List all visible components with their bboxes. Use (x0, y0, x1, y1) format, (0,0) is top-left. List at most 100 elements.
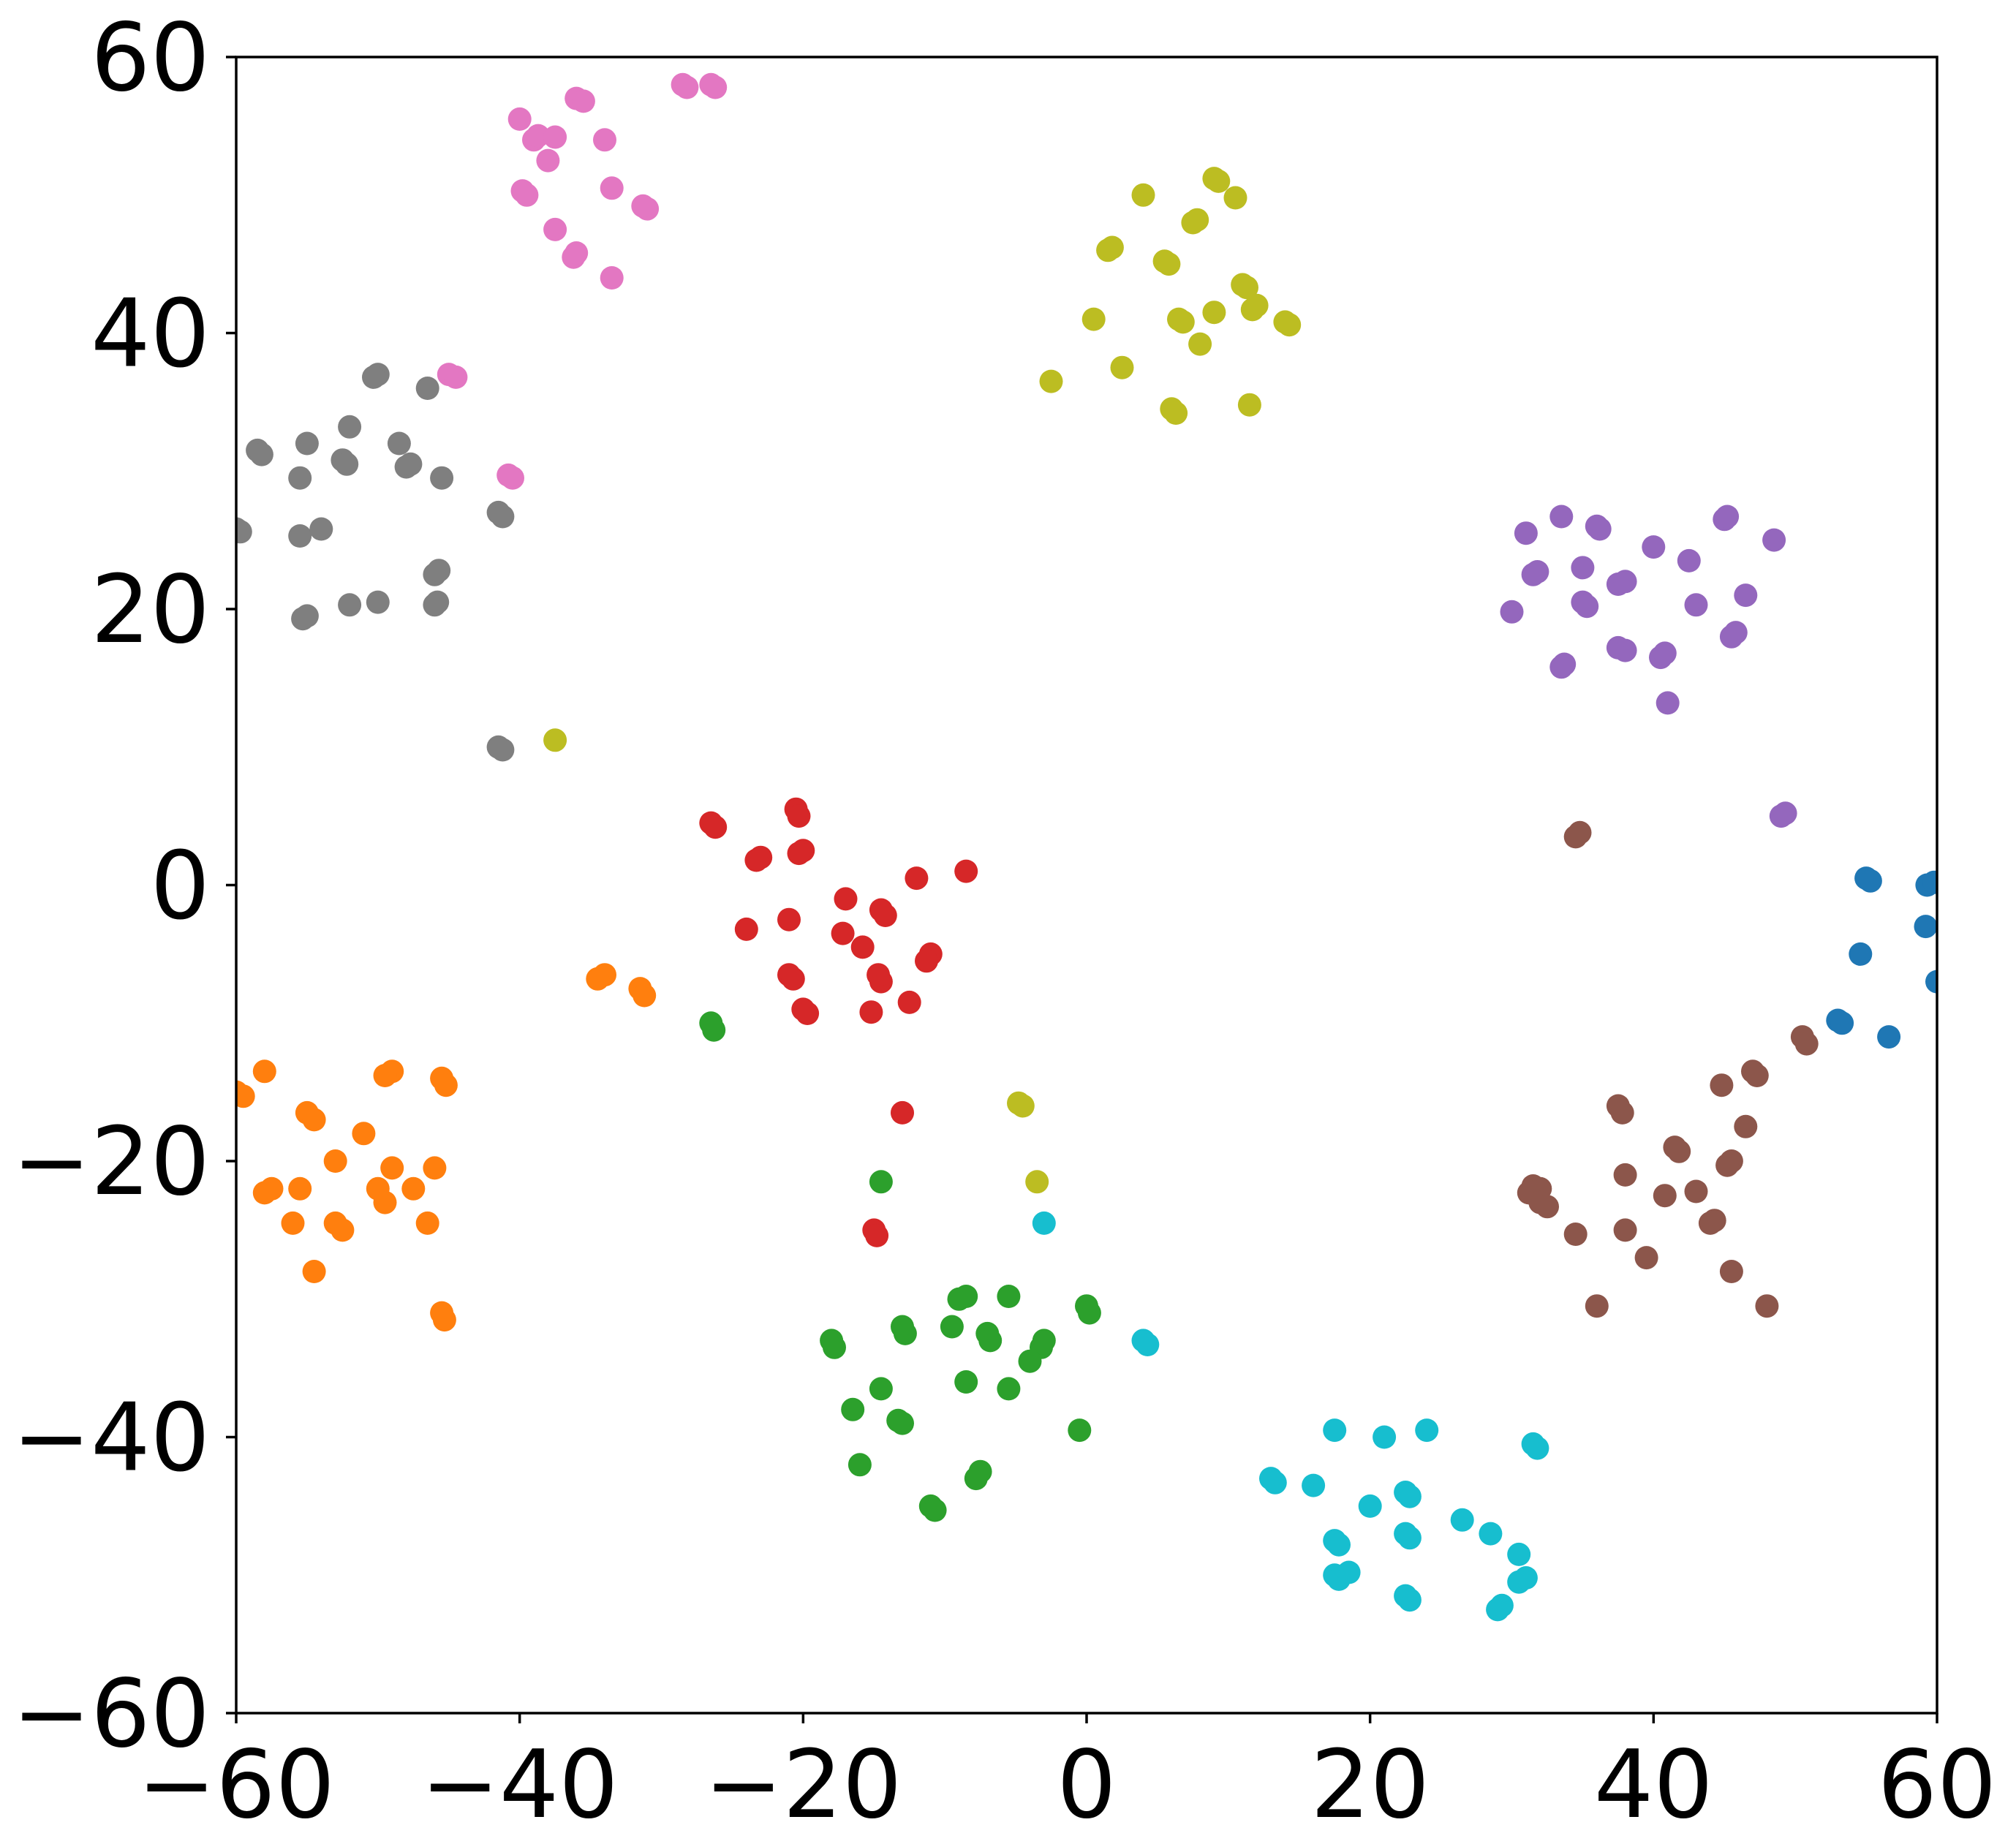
data-point-s5-p25 (1563, 1223, 1587, 1246)
data-point-s5-p5 (1745, 1064, 1769, 1087)
data-point-s3-p7 (787, 842, 811, 866)
data-point-s9-p7 (1525, 1436, 1549, 1460)
data-point-s2-p29 (923, 1498, 947, 1522)
data-point-s4-p15 (1500, 600, 1524, 624)
data-point-s7-p21 (427, 559, 451, 583)
data-point-s2-p9 (997, 1285, 1021, 1308)
data-point-s9-p12 (1397, 1484, 1422, 1508)
data-point-s1-p19 (380, 1156, 404, 1180)
data-point-s1-p14 (281, 1211, 305, 1235)
data-point-s1-p4 (302, 1108, 326, 1132)
data-point-s4-p20 (1724, 621, 1748, 645)
data-point-s5-p29 (1755, 1294, 1779, 1318)
data-point-s1-p12 (288, 1176, 312, 1201)
data-point-s8-p20 (1188, 332, 1212, 356)
data-point-s8-p22 (1110, 355, 1134, 379)
data-point-s9-p9 (1263, 1470, 1287, 1495)
data-point-s5-p24 (1613, 1218, 1637, 1242)
data-point-s5-p13 (1715, 1153, 1740, 1177)
data-point-s1-p7 (373, 1064, 397, 1087)
data-point-s1-p21 (423, 1156, 447, 1180)
y-tick-label: −60 (12, 1660, 210, 1769)
data-point-s2-p1 (702, 1018, 726, 1042)
data-point-s8-p28 (1007, 1091, 1030, 1115)
data-point-s9-p19 (1397, 1526, 1422, 1550)
data-point-s3-p22 (867, 963, 891, 987)
data-point-s4-p29 (1773, 801, 1797, 825)
data-point-s9-p4 (1373, 1425, 1397, 1449)
data-point-s1-p20 (401, 1176, 426, 1201)
data-point-s9-p15 (1479, 1522, 1503, 1546)
data-point-s2-p6 (893, 1321, 917, 1345)
data-point-s1-p22 (415, 1211, 439, 1235)
data-point-s0-p4 (1914, 915, 1937, 939)
data-point-s4-p27 (1656, 691, 1680, 715)
data-point-s7-p12 (288, 466, 312, 490)
y-tick-label: 60 (91, 4, 210, 113)
data-point-s8-p21 (1039, 369, 1063, 393)
data-point-s4-p18 (1684, 593, 1708, 617)
data-point-s2-p2 (869, 1170, 893, 1194)
x-tick-label: −60 (137, 1731, 335, 1840)
data-point-s6-p20 (565, 241, 589, 265)
data-point-s9-p20 (1507, 1542, 1531, 1566)
data-point-s6-p14 (510, 179, 535, 203)
data-point-s3-p5 (744, 848, 769, 872)
data-point-s7-p25 (426, 590, 450, 614)
data-point-s8-p1 (1207, 169, 1231, 193)
data-point-s7-p19 (309, 517, 333, 541)
data-point-s9-p27 (1397, 1588, 1422, 1612)
data-point-s6-p18 (543, 217, 567, 241)
data-point-s4-p8 (1525, 560, 1549, 583)
data-point-s3-p8 (954, 859, 978, 883)
data-point-s4-p11 (1613, 570, 1637, 594)
data-point-s5-p1 (1568, 820, 1592, 844)
data-point-s5-p27 (1719, 1260, 1743, 1283)
data-point-s5-p8 (1610, 1100, 1634, 1125)
data-point-s8-p7 (1100, 235, 1124, 260)
axis-ticks: −60 −40 −20 0 20 40 60 −60 −40 −20 0 20 40 60 (12, 4, 1997, 1840)
data-point-s9-p23 (1337, 1560, 1361, 1584)
y-tick-label: 0 (151, 832, 210, 941)
data-point-s4-p5 (1715, 505, 1740, 529)
data-point-s6-p4 (703, 75, 728, 99)
data-point-s8-p29 (1025, 1170, 1049, 1194)
data-point-s3-p14 (734, 917, 758, 941)
data-point-s3-p23 (897, 990, 921, 1014)
data-point-s3-p26 (859, 1000, 883, 1024)
data-point-s7-p22 (366, 590, 390, 614)
data-point-s5-p14 (1613, 1163, 1637, 1187)
data-point-s6-p23 (444, 365, 468, 389)
data-point-s0-p3 (1922, 870, 1937, 894)
data-point-s0-p5 (1849, 942, 1873, 966)
data-point-s8-p3 (1223, 186, 1247, 210)
data-point-s6-p12 (536, 148, 560, 173)
data-point-s1-p23 (302, 1260, 326, 1283)
data-point-s3-p15 (831, 921, 855, 945)
data-point-s0-p8 (1830, 1011, 1854, 1035)
data-point-s5-p19 (1653, 1184, 1677, 1208)
data-point-s2-p25 (847, 1453, 872, 1477)
data-point-s6-p25 (497, 463, 521, 487)
data-point-s5-p21 (1536, 1195, 1559, 1219)
data-point-s6-p15 (600, 176, 624, 200)
data-point-s3-p16 (850, 935, 875, 959)
data-point-s7-p29 (491, 738, 515, 762)
data-point-s7-p5 (295, 431, 319, 456)
data-point-s2-p4 (823, 1335, 846, 1359)
data-point-s4-p3 (1587, 517, 1612, 541)
data-point-s2-p12 (940, 1315, 964, 1339)
data-point-s8-p18 (1277, 313, 1302, 337)
data-point-s3-p10 (834, 887, 858, 911)
data-point-s3-p13 (777, 907, 801, 932)
data-point-s6-p6 (571, 89, 595, 113)
data-point-s3-p9 (905, 866, 929, 891)
data-point-s1-p2 (252, 1059, 276, 1084)
x-tick-label: 20 (1310, 1731, 1430, 1840)
data-point-s7-p23 (338, 593, 362, 617)
data-point-s9-p2 (1136, 1333, 1160, 1356)
data-point-s6-p17 (631, 194, 655, 218)
x-tick-label: 60 (1878, 1731, 1997, 1840)
data-point-s4-p9 (1571, 556, 1595, 580)
